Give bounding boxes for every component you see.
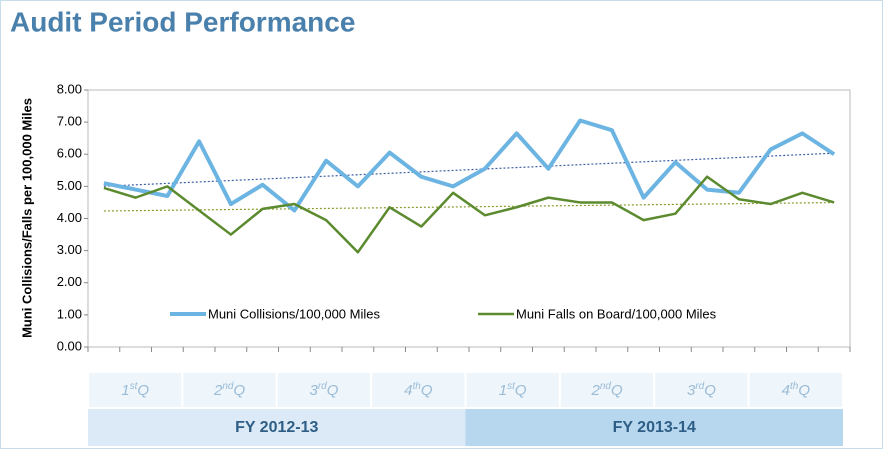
quarter-number: 1 [499, 382, 507, 399]
quarter-suffix: nd [222, 381, 234, 392]
fiscal-year-cell [465, 409, 843, 446]
quarter-label: 2ndQ [590, 381, 622, 399]
quarter-letter: Q [798, 382, 810, 399]
quarter-label: 2ndQ [213, 381, 245, 399]
quarter-label: 3rdQ [687, 381, 716, 399]
quarter-letter: Q [421, 382, 433, 399]
fiscal-year-label: FY 2012-13 [235, 419, 318, 436]
quarter-suffix: th [790, 381, 799, 392]
y-tick-label: 0.00 [57, 338, 82, 353]
y-tick-label: 4.00 [57, 210, 82, 225]
quarter-suffix: st [130, 381, 139, 392]
quarter-cell [558, 371, 656, 409]
y-tick-label: 2.00 [57, 274, 82, 289]
y-tick-label: 3.00 [57, 242, 82, 257]
fiscal-year-cell [88, 409, 466, 446]
legend-label: Muni Falls on Board/100,000 Miles [516, 306, 717, 321]
quarter-number: 1 [121, 382, 129, 399]
quarter-suffix: rd [318, 381, 327, 392]
y-tick-label: 6.00 [57, 146, 82, 161]
quarter-cell [370, 371, 467, 409]
quarter-letter: Q [704, 382, 716, 399]
series-line [103, 175, 835, 254]
quarter-suffix: rd [695, 381, 704, 392]
quarter-label: 4thQ [782, 381, 811, 399]
quarter-number: 3 [309, 382, 318, 399]
quarter-label: 1stQ [121, 381, 149, 399]
quarter-cell [653, 371, 750, 409]
y-tick-label: 1.00 [57, 306, 82, 321]
quarter-number: 2 [213, 382, 223, 399]
quarter-suffix: th [412, 381, 421, 392]
quarter-letter: Q [611, 382, 623, 399]
quarter-letter: Q [233, 382, 245, 399]
y-axis-label: Muni Collisions/Falls per 100,000 Miles [19, 98, 34, 338]
quarter-suffix: st [507, 381, 516, 392]
quarter-cell [747, 371, 844, 409]
trendline [103, 152, 835, 187]
trendline [103, 201, 835, 212]
series-line [103, 118, 836, 213]
quarter-label: 4thQ [404, 381, 433, 399]
quarter-number: 3 [687, 382, 696, 399]
quarter-number: 2 [590, 382, 600, 399]
y-tick-label: 5.00 [57, 178, 82, 193]
quarter-letter: Q [515, 382, 527, 399]
quarter-letter: Q [137, 382, 149, 399]
quarter-label: 1stQ [499, 381, 527, 399]
legend-label: Muni Collisions/100,000 Miles [208, 306, 380, 321]
quarter-suffix: nd [600, 381, 612, 392]
quarter-label: 3rdQ [309, 381, 338, 399]
y-tick-label: 8.00 [57, 81, 82, 96]
quarter-number: 4 [782, 382, 790, 399]
quarter-cell [464, 371, 561, 409]
plot-area [87, 89, 851, 348]
fiscal-year-label: FY 2013-14 [613, 419, 696, 436]
quarter-number: 4 [404, 382, 412, 399]
chart-title: Audit Period Performance [10, 6, 355, 37]
y-tick-label: 7.00 [57, 114, 82, 129]
quarter-letter: Q [327, 382, 339, 399]
